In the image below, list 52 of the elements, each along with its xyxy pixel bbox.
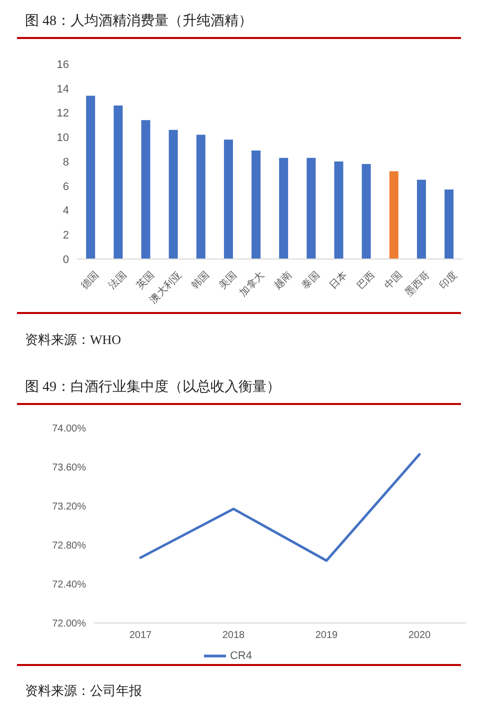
y-tick-label: 0 (62, 254, 69, 266)
x-tick-label: 英国 (134, 269, 157, 292)
x-tick-label: 泰国 (300, 270, 322, 292)
y-tick-label: 12 (56, 108, 69, 120)
x-tick-label: 韩国 (189, 269, 212, 292)
x-tick-label: 中国 (382, 269, 405, 292)
x-tick-label: 巴西 (355, 270, 378, 292)
chart-title: 图 48：人均酒精消费量（升纯酒精） (25, 12, 252, 31)
x-tick-label: 德国 (80, 270, 102, 292)
x-tick-label: 2017 (129, 630, 152, 642)
bar (416, 180, 426, 259)
y-tick-label: 10 (56, 132, 69, 144)
chart-title: 图 49：白酒行业集中度（以总收入衡量） (25, 378, 280, 397)
bar (114, 105, 123, 259)
y-tick-label: 16 (56, 58, 69, 71)
bar (389, 171, 398, 259)
y-tick-label: 73.60% (52, 462, 86, 474)
x-tick-label: 日本 (326, 269, 350, 292)
x-tick-label: 2019 (315, 630, 338, 642)
bar (334, 162, 344, 259)
bar (306, 158, 316, 259)
y-tick-label: 6 (62, 180, 69, 193)
bar (279, 158, 288, 259)
y-tick-label: 74.00% (52, 424, 86, 435)
line-series (139, 453, 421, 562)
text: 资料来源：WHO (25, 331, 122, 349)
legend-label: CR4 (230, 650, 252, 662)
y-tick-label: 73.20% (52, 502, 86, 513)
bar (86, 96, 96, 259)
y-tick-label: 2 (62, 230, 69, 242)
bar (196, 134, 206, 259)
x-tick-label: 2018 (222, 630, 246, 642)
x-tick-label: 2020 (408, 630, 432, 642)
text: 资料来源：公司年报 (25, 682, 142, 700)
bar (224, 140, 233, 259)
y-tick-label: 72.80% (52, 540, 86, 552)
y-tick-label: 4 (62, 205, 69, 218)
y-tick-label: 14 (56, 83, 69, 96)
x-tick-label: 印度 (437, 269, 460, 292)
y-tick-label: 72.40% (52, 580, 86, 591)
x-tick-label: 美国 (216, 269, 240, 292)
x-tick-label: 越南 (272, 269, 294, 292)
x-tick-label: 加拿大 (237, 269, 267, 299)
bar (252, 150, 261, 259)
bar (362, 164, 371, 259)
x-tick-label: 墨西哥 (403, 270, 432, 299)
y-tick-label: 72.00% (52, 618, 86, 630)
bar (444, 190, 454, 259)
bar (141, 120, 150, 259)
y-tick-label: 8 (62, 156, 69, 168)
bar (168, 130, 178, 259)
x-tick-label: 法国 (106, 269, 130, 292)
